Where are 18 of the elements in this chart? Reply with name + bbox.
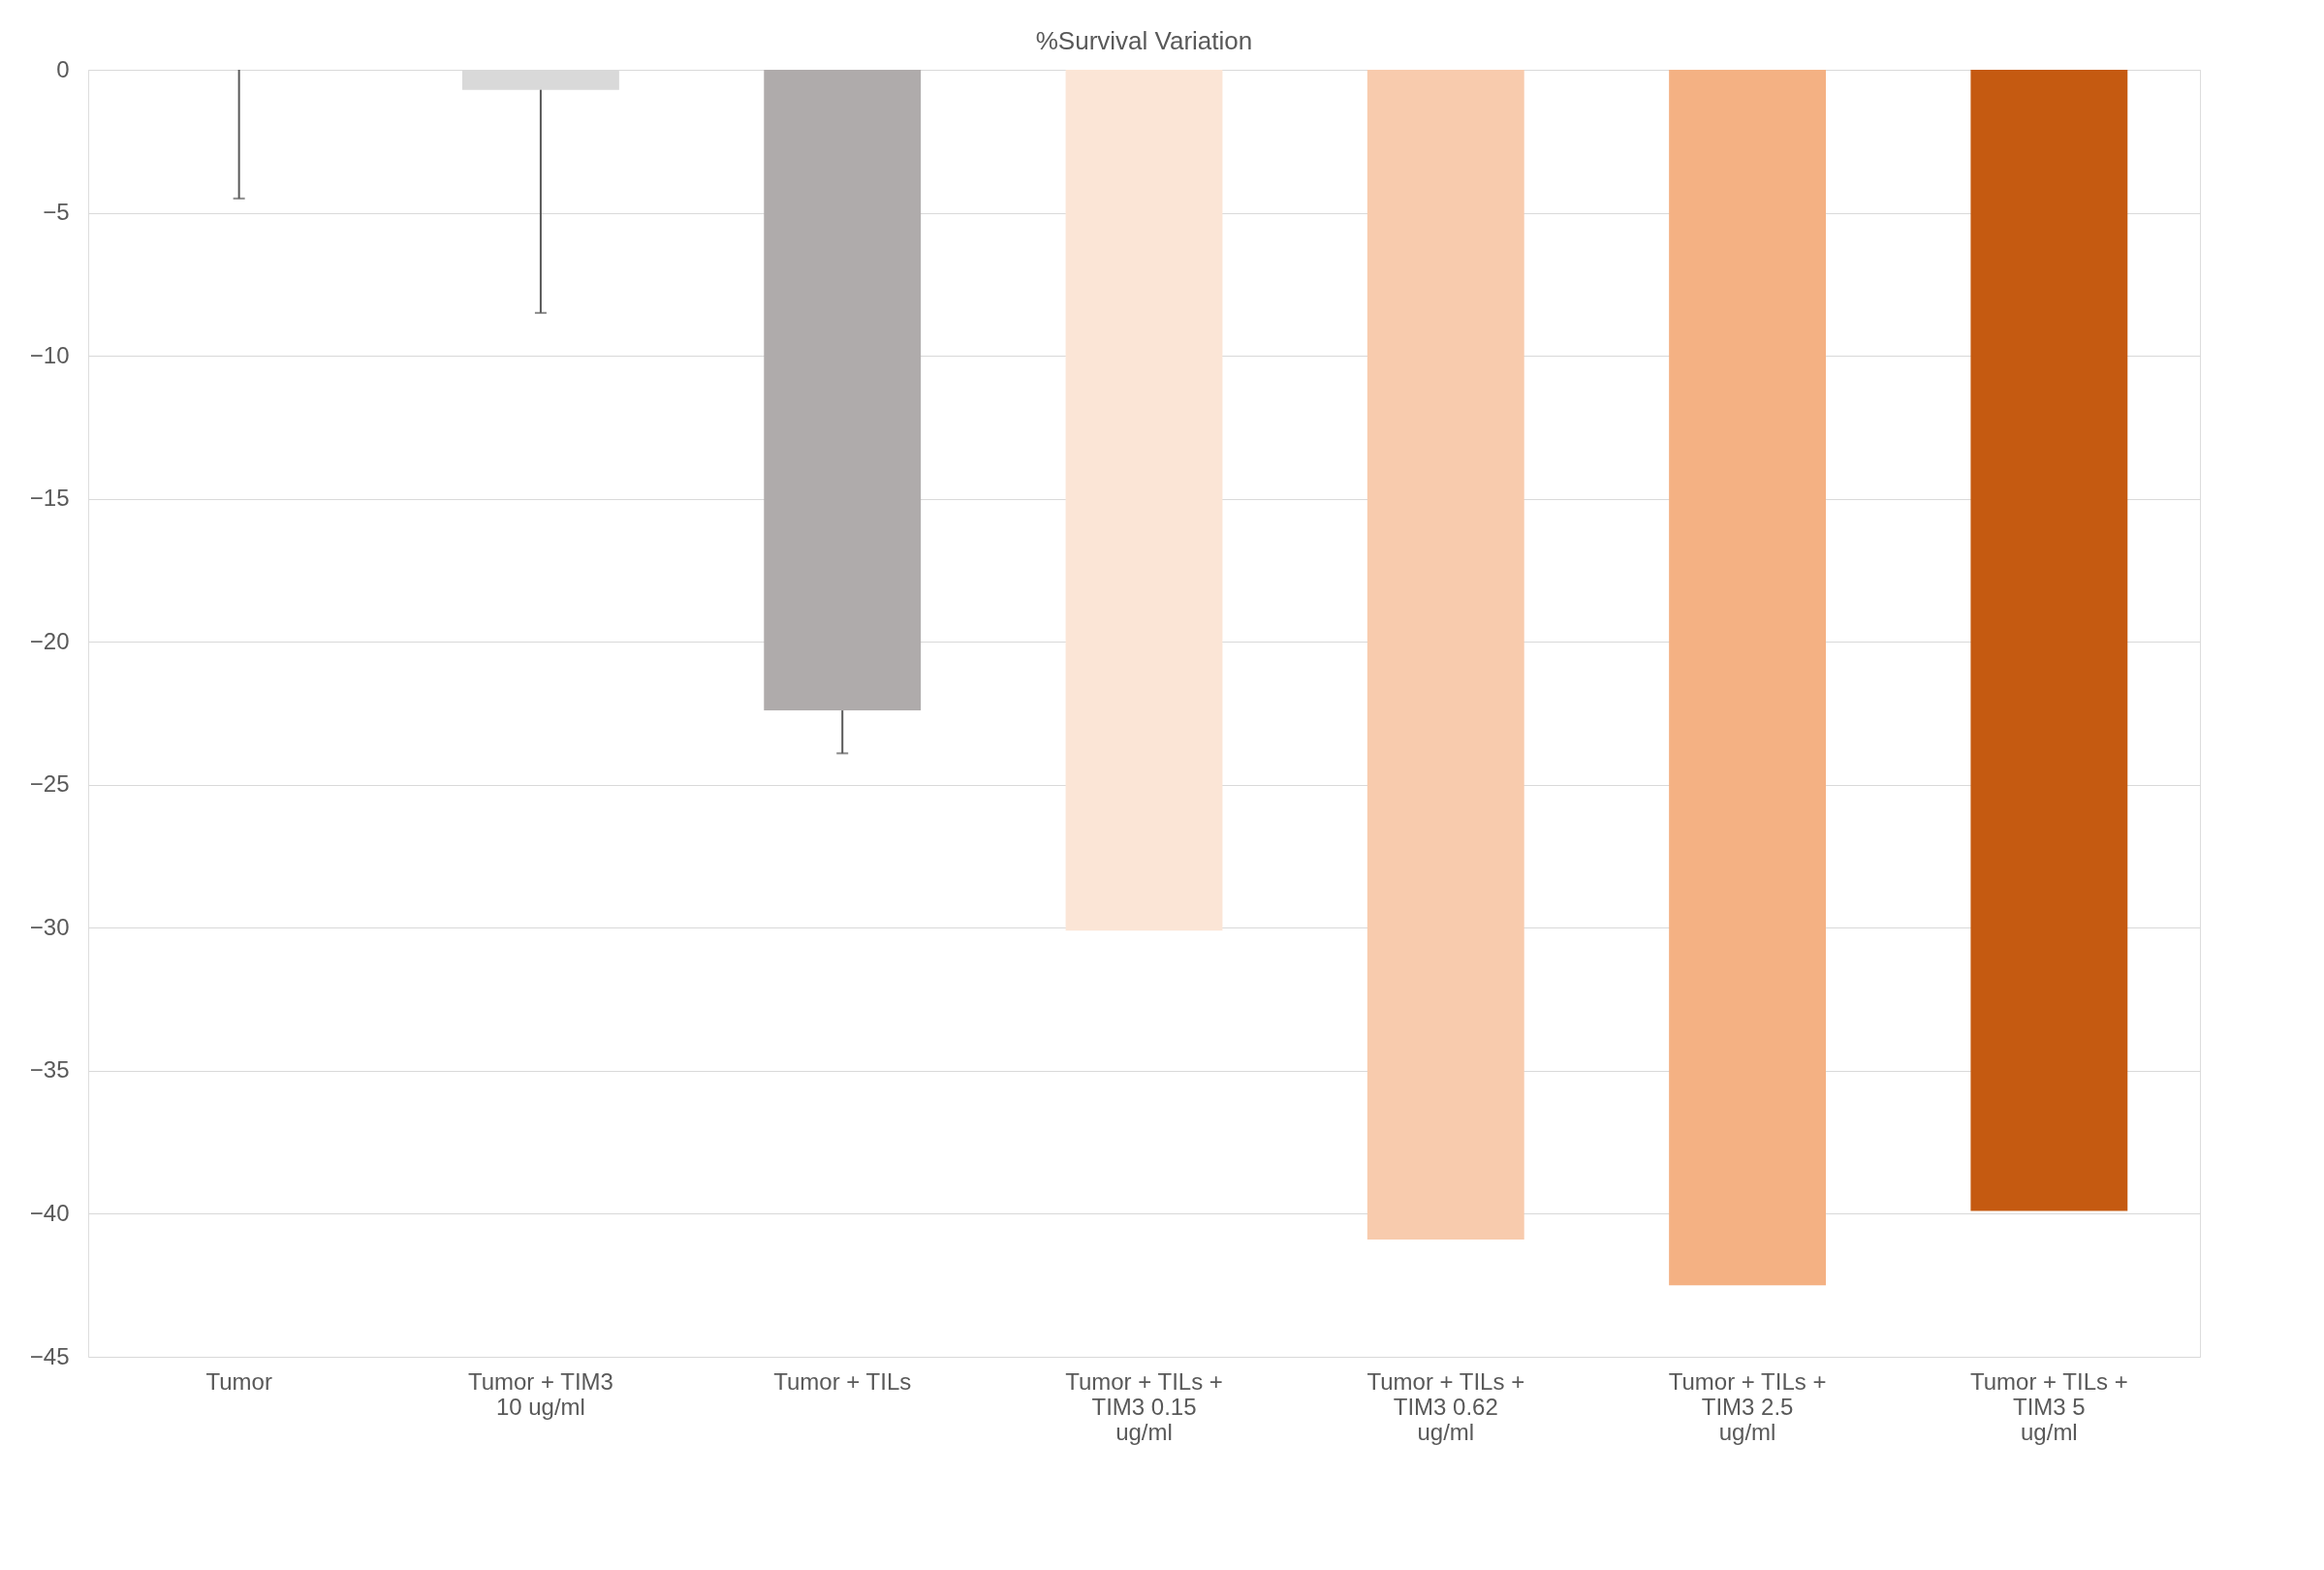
x-tick-label: Tumor + TILs — [773, 1367, 912, 1395]
x-tick-label: Tumor + TILs + TIM3 5 ug/ml — [1969, 1367, 2128, 1445]
x-tick-label: Tumor + TIM3 10 ug/ml — [467, 1367, 613, 1420]
y-tick-label: −10 — [29, 341, 70, 368]
x-tick-label: Tumor + TILs + TIM3 0.62 ug/ml — [1366, 1367, 1525, 1445]
x-tick-label: Tumor + TILs + TIM3 2.5 ug/ml — [1668, 1367, 1827, 1445]
x-tick-label: Tumor — [205, 1367, 272, 1395]
y-tick-label: −30 — [29, 913, 70, 940]
y-tick-label: −45 — [29, 1342, 70, 1369]
x-tick-label: Tumor + TILs + TIM3 0.15 ug/ml — [1065, 1367, 1223, 1445]
y-tick-label: −15 — [29, 485, 70, 512]
chart-title: %Survival Variation — [1035, 26, 1253, 55]
y-tick-label: −40 — [29, 1199, 70, 1226]
y-tick-label: −5 — [43, 199, 70, 226]
y-tick-label: −20 — [29, 627, 70, 654]
y-tick-label: −35 — [29, 1056, 70, 1083]
y-tick-label: −25 — [29, 770, 70, 798]
y-tick-label: 0 — [56, 55, 70, 82]
